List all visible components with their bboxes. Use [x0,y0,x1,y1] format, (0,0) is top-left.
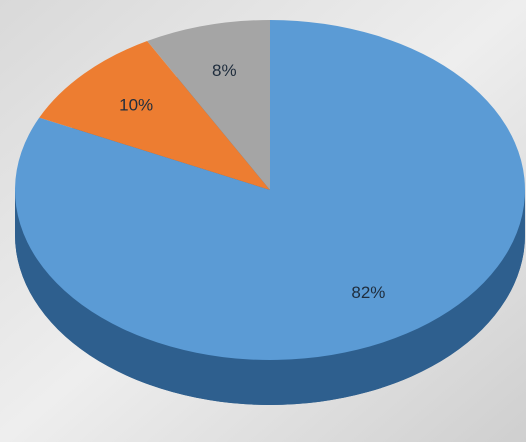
pie-slice [147,20,270,190]
pie-slice [39,41,270,190]
data-label: 10% [119,96,153,115]
data-label: 82% [351,283,385,302]
data-label: 8% [212,61,237,80]
